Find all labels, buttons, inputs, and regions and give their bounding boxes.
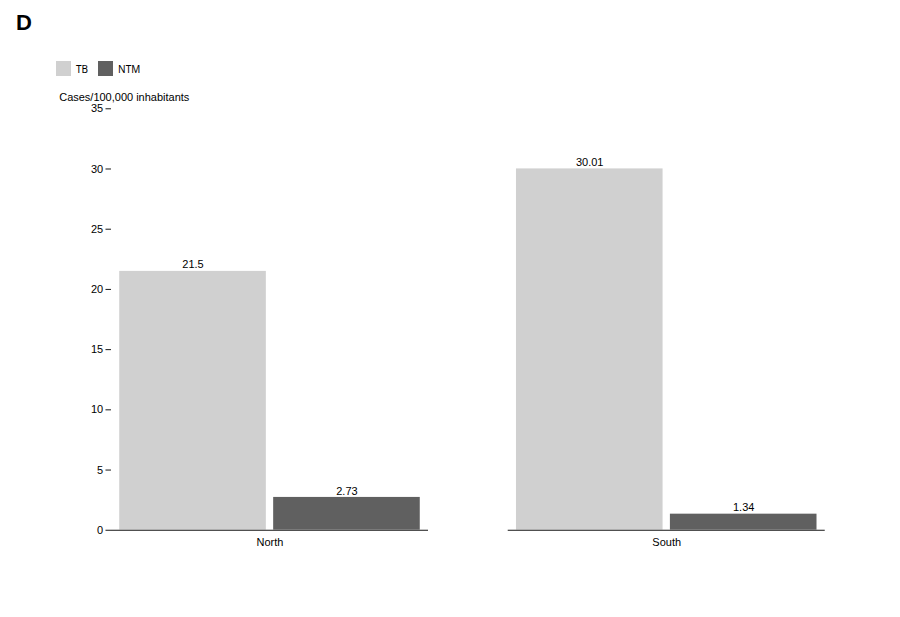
svg-text:1.34: 1.34: [733, 501, 754, 513]
svg-text:South: South: [652, 536, 681, 548]
svg-text:20: 20: [91, 283, 103, 295]
svg-text:Cases/100,000 inhabitants: Cases/100,000 inhabitants: [59, 91, 190, 103]
svg-text:North: North: [257, 536, 284, 548]
svg-text:0: 0: [97, 524, 103, 536]
svg-text:5: 5: [97, 464, 103, 476]
html-text:NTM: NTM: [118, 61, 141, 76]
svg-text:30: 30: [91, 163, 103, 175]
svg-text:35: 35: [91, 102, 103, 114]
svg-text:21.5: 21.5: [182, 258, 203, 270]
svg-text:10: 10: [91, 403, 103, 415]
svg-text:15: 15: [91, 343, 103, 355]
svg-text:30.01: 30.01: [576, 156, 603, 168]
svg-text:25: 25: [91, 223, 103, 235]
html-text:D: D: [16, 10, 32, 35]
svg-text:2.73: 2.73: [336, 484, 357, 496]
html-text:TB: TB: [76, 61, 89, 76]
